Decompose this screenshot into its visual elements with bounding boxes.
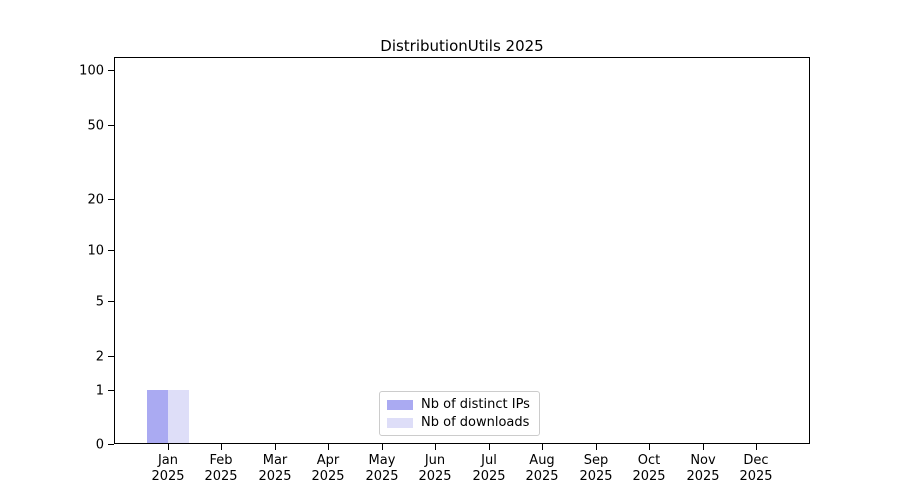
x-tick-mark xyxy=(489,444,490,450)
x-tick-label: Nov 2025 xyxy=(686,453,720,484)
x-tick-mark xyxy=(328,444,329,450)
bar-distinct-ips xyxy=(147,390,168,443)
x-tick-mark xyxy=(703,444,704,450)
y-tick-label: 100 xyxy=(79,63,104,79)
legend-label-downloads: Nb of downloads xyxy=(421,415,530,430)
legend-swatch-downloads xyxy=(387,417,413,428)
legend-swatch-distinct-ips xyxy=(387,399,413,410)
y-tick-mark xyxy=(108,444,114,445)
y-tick-mark xyxy=(108,390,114,391)
x-tick-label: Oct 2025 xyxy=(632,453,666,484)
y-tick-label: 50 xyxy=(87,118,104,134)
x-tick-label: Apr 2025 xyxy=(311,453,345,484)
x-tick-label: Jul 2025 xyxy=(472,453,506,484)
plot-area xyxy=(114,57,810,444)
y-tick-mark xyxy=(108,199,114,200)
legend-item-downloads: Nb of downloads xyxy=(387,415,530,430)
x-tick-mark xyxy=(382,444,383,450)
x-tick-mark xyxy=(435,444,436,450)
x-tick-mark xyxy=(221,444,222,450)
x-tick-label: Dec 2025 xyxy=(739,453,773,484)
x-tick-mark xyxy=(756,444,757,450)
legend-item-distinct-ips: Nb of distinct IPs xyxy=(387,397,530,412)
y-tick-mark xyxy=(108,250,114,251)
x-tick-label: Aug 2025 xyxy=(525,453,559,484)
x-tick-mark xyxy=(275,444,276,450)
x-tick-label: Mar 2025 xyxy=(258,453,292,484)
x-tick-mark xyxy=(649,444,650,450)
y-tick-mark xyxy=(108,70,114,71)
y-tick-label: 0 xyxy=(95,437,104,453)
x-tick-label: Jan 2025 xyxy=(151,453,185,484)
y-tick-label: 10 xyxy=(87,243,104,259)
x-tick-label: Jun 2025 xyxy=(418,453,452,484)
x-tick-mark xyxy=(168,444,169,450)
x-tick-mark xyxy=(542,444,543,450)
chart-title: DistributionUtils 2025 xyxy=(380,37,544,55)
y-tick-label: 5 xyxy=(95,294,104,310)
y-tick-mark xyxy=(108,125,114,126)
x-tick-mark xyxy=(596,444,597,450)
bar-downloads xyxy=(168,390,189,443)
y-tick-label: 20 xyxy=(87,192,104,208)
x-tick-label: Feb 2025 xyxy=(204,453,238,484)
y-tick-label: 2 xyxy=(95,349,104,365)
legend: Nb of distinct IPs Nb of downloads xyxy=(379,391,540,436)
x-tick-label: Sep 2025 xyxy=(579,453,613,484)
y-tick-label: 1 xyxy=(95,383,104,399)
legend-label-distinct-ips: Nb of distinct IPs xyxy=(421,397,530,412)
y-tick-mark xyxy=(108,356,114,357)
x-tick-label: May 2025 xyxy=(365,453,399,484)
y-tick-mark xyxy=(108,301,114,302)
